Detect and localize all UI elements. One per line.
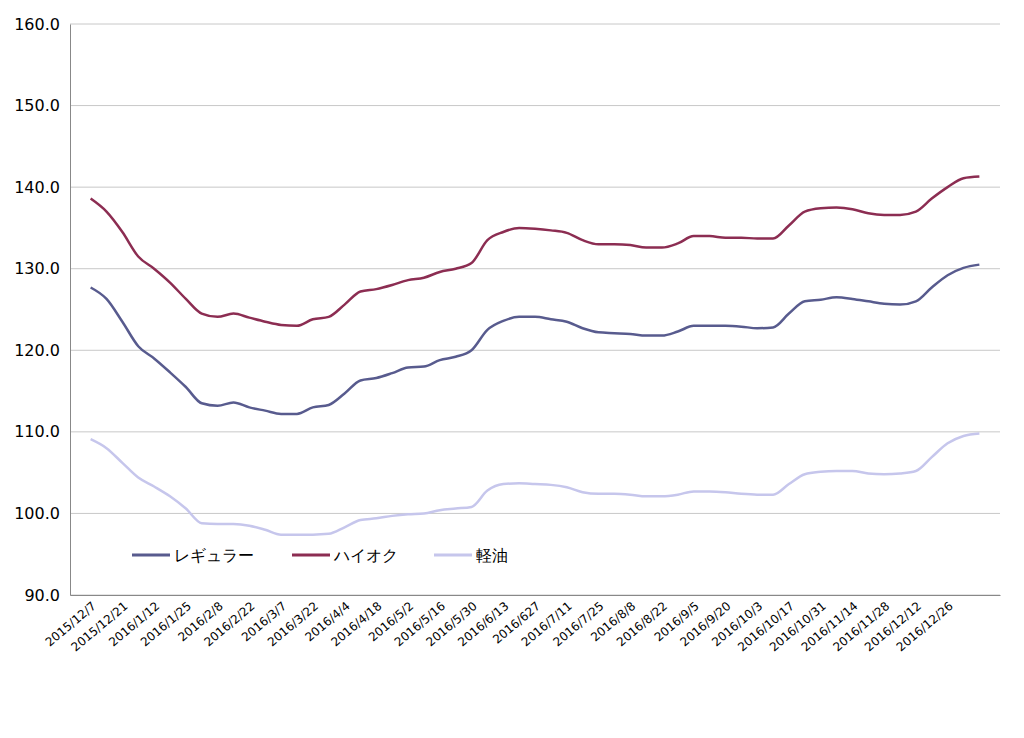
- legend-item: レギュラー: [132, 546, 254, 565]
- legend-item: 軽油: [434, 546, 508, 565]
- legend-swatch: [434, 554, 472, 557]
- legend-swatch: [132, 554, 170, 557]
- y-tick: 100.0: [14, 504, 70, 523]
- legend: レギュラー ハイオク 軽油: [132, 546, 508, 565]
- y-tick-label: 130.0: [14, 259, 60, 278]
- grid-line: [70, 187, 1000, 188]
- legend-label: 軽油: [476, 546, 508, 565]
- grid-line: [70, 105, 1000, 106]
- lines: [91, 177, 980, 535]
- series-line: [91, 433, 980, 534]
- y-tick: 120.0: [14, 341, 70, 360]
- x-axis: 2015/12/72015/12/212016/1/122016/1/25201…: [43, 595, 1001, 654]
- y-tick-label: 120.0: [14, 341, 60, 360]
- grid-line: [70, 431, 1000, 432]
- grid-line: [70, 513, 1000, 514]
- grid-line: [70, 350, 1000, 351]
- series-line: [91, 265, 980, 414]
- grid-line: [70, 268, 1000, 269]
- y-tick-label: 90.0: [24, 586, 60, 605]
- x-tick-label: 2016/12/26: [894, 599, 956, 654]
- y-tick: 160.0: [14, 15, 70, 34]
- plot: 90.0 100.0 110.0 120.0 130.0 140.0 150.0 160.0 2…: [14, 15, 1000, 655]
- y-tick-label: 100.0: [14, 504, 60, 523]
- y-axis: 90.0 100.0 110.0 120.0 130.0 140.0 150.0 160.0: [14, 15, 70, 605]
- y-tick: 130.0: [14, 259, 70, 278]
- y-tick: 90.0: [24, 586, 70, 605]
- chart: 90.0 100.0 110.0 120.0 130.0 140.0 150.0 160.0 2…: [0, 0, 1024, 738]
- x-tick: 2016/12/26: [894, 595, 956, 654]
- x-axis-line: [71, 595, 1001, 596]
- y-tick: 140.0: [14, 178, 70, 197]
- y-tick: 110.0: [14, 422, 70, 441]
- y-tick-label: 110.0: [14, 422, 60, 441]
- series-line: [91, 177, 980, 326]
- legend-label: レギュラー: [174, 546, 254, 565]
- grid-line: [70, 24, 1000, 25]
- y-tick-label: 160.0: [14, 15, 60, 34]
- grid: [70, 24, 1000, 595]
- legend-swatch: [292, 554, 330, 557]
- legend-item: ハイオク: [292, 546, 398, 565]
- y-tick: 150.0: [14, 96, 70, 115]
- y-axis-line: [70, 25, 71, 596]
- grid-line: [70, 595, 1000, 596]
- legend-label: ハイオク: [333, 546, 398, 565]
- y-tick-label: 150.0: [14, 96, 60, 115]
- y-tick-label: 140.0: [14, 178, 60, 197]
